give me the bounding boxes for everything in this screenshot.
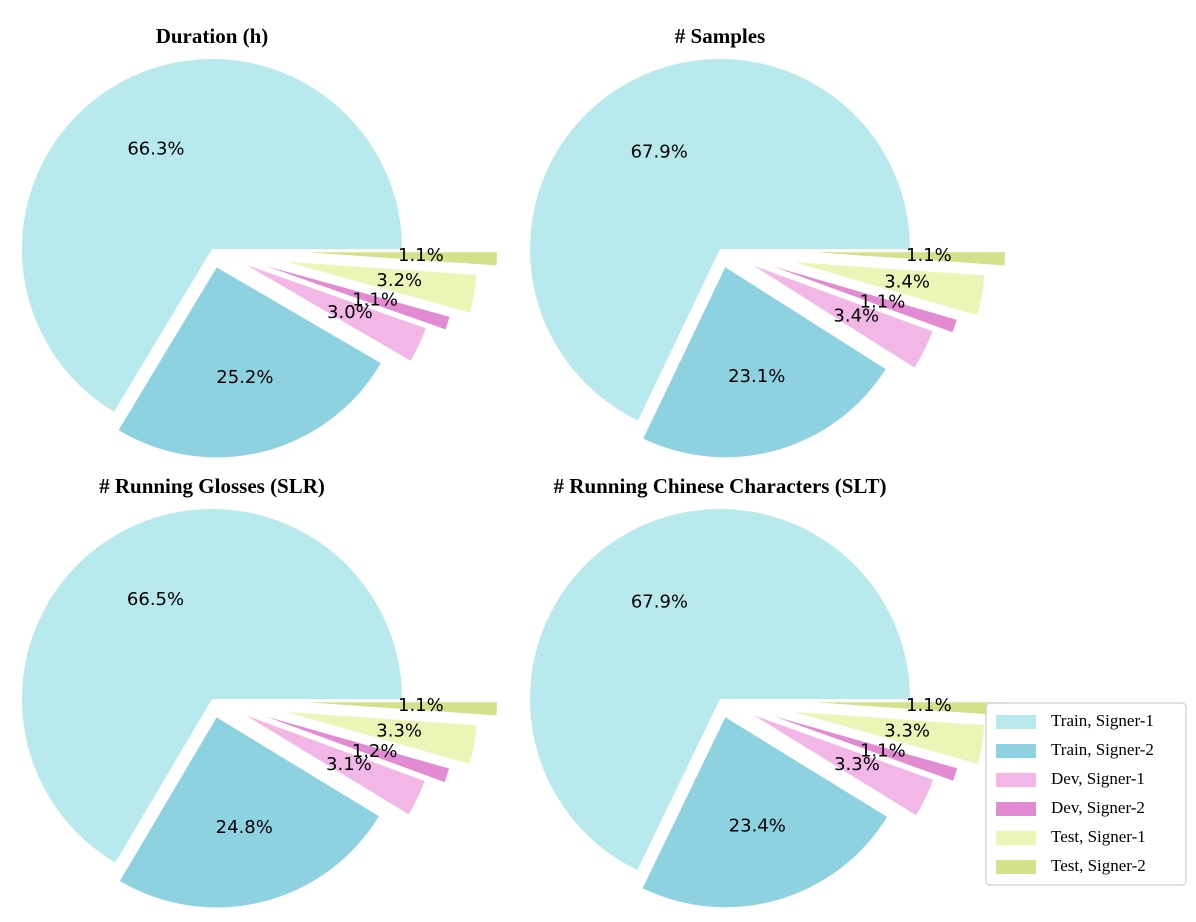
pie-chart-1: Duration (h)66.3%25.2%3.0%1.1%3.2%1.1% — [22, 24, 497, 458]
legend-swatch — [996, 744, 1036, 758]
slice-label: 1.1% — [398, 245, 444, 266]
slice-label: 67.9% — [631, 591, 688, 612]
slice-label: 66.3% — [127, 139, 184, 160]
legend: Train, Signer-1 Train, Signer-2 Dev, Signe… — [985, 702, 1187, 886]
chart-title: # Running Glosses (SLR) — [99, 474, 325, 498]
pie-chart-4: # Running Chinese Characters (SLT) 67.9% 2… — [530, 474, 1005, 908]
slice-label: 3.1% — [326, 754, 372, 775]
legend-label: Dev, Signer-2 — [1051, 798, 1145, 817]
slice-label: 3.4% — [884, 271, 930, 292]
slice-label: 1.1% — [398, 695, 444, 716]
legend-label: Test, Signer-1 — [1051, 827, 1146, 846]
pie-slice-dev-signer-2 — [266, 716, 449, 783]
legend-swatch — [996, 773, 1036, 787]
slice-label: 1.1% — [352, 289, 398, 310]
chart-title: # Running Chinese Characters (SLT) — [554, 474, 887, 498]
slice-label: 23.1% — [728, 366, 785, 387]
slice-label: 1.1% — [906, 695, 952, 716]
pie-slice-train-signer-2 — [642, 717, 888, 908]
pie-slice-dev-signer-1 — [754, 715, 934, 816]
chart-title: # Samples — [675, 24, 765, 48]
pie-slice-test-signer-1 — [286, 712, 477, 764]
pie-slice-train-signer-1 — [530, 509, 910, 871]
pie-slice-train-signer-2 — [118, 267, 381, 458]
legend-swatch — [996, 715, 1036, 729]
pie-slice-test-signer-2 — [306, 252, 497, 266]
pie-slice-train-signer-2 — [119, 717, 379, 908]
slice-label: 1.1% — [860, 291, 906, 312]
slice-label: 3.2% — [376, 270, 422, 291]
slice-label: 1.1% — [906, 245, 952, 266]
slice-label: 23.4% — [729, 816, 786, 837]
slice-label: 3.3% — [884, 721, 930, 742]
pie-slice-dev-signer-2 — [266, 266, 450, 330]
legend-label: Test, Signer-2 — [1051, 856, 1146, 875]
slice-label: 25.2% — [216, 367, 273, 388]
pie-slice-test-signer-1 — [794, 712, 985, 764]
pie-slice-dev-signer-1 — [754, 265, 933, 368]
legend-swatch — [996, 860, 1036, 874]
slice-label: 3.3% — [376, 721, 422, 742]
legend-label: Train, Signer-1 — [1051, 711, 1154, 730]
legend-swatch — [996, 802, 1036, 816]
slice-label: 24.8% — [216, 817, 273, 838]
pie-slice-dev-signer-1 — [246, 264, 426, 361]
slice-label: 3.4% — [833, 305, 879, 326]
legend-label: Train, Signer-2 — [1051, 740, 1154, 759]
slice-label: 1.1% — [860, 740, 906, 761]
pie-slice-train-signer-1 — [22, 59, 402, 412]
slice-label: 66.5% — [127, 589, 184, 610]
pie-slice-test-signer-1 — [286, 261, 477, 313]
slice-label: 3.3% — [834, 754, 880, 775]
pie-slice-test-signer-1 — [794, 262, 985, 316]
pie-chart-3: # Running Glosses (SLR) 66.5% 24.8% 3.1%1.2… — [22, 474, 497, 908]
slice-label: 3.0% — [327, 302, 373, 323]
chart-title: Duration (h) — [156, 24, 269, 48]
pie-slice-train-signer-1 — [22, 509, 402, 863]
legend-label: Dev, Signer-1 — [1051, 769, 1145, 788]
slice-label: 67.9% — [631, 142, 688, 163]
pie-slice-dev-signer-1 — [246, 715, 425, 815]
slice-label: 1.2% — [352, 741, 398, 762]
pie-slice-dev-signer-2 — [774, 716, 958, 781]
pie-slice-train-signer-1 — [530, 59, 910, 421]
pie-slice-test-signer-2 — [306, 702, 497, 716]
pie-slice-dev-signer-2 — [774, 266, 957, 333]
pie-slice-test-signer-2 — [814, 702, 1005, 716]
legend-swatch — [996, 831, 1036, 845]
pie-slice-train-signer-2 — [643, 267, 886, 458]
pie-slice-test-signer-2 — [814, 252, 1005, 266]
